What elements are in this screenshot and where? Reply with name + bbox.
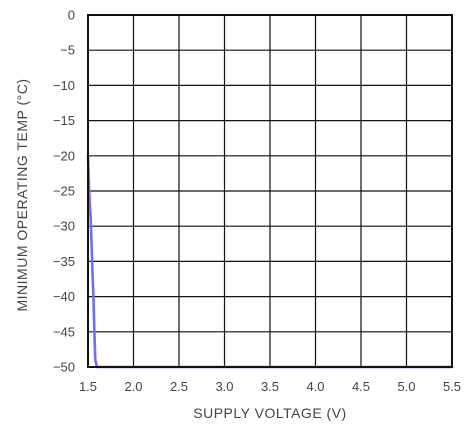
x-tick-label: 2.5 (170, 379, 188, 394)
x-axis-title: SUPPLY VOLTAGE (V) (193, 405, 346, 421)
x-tick-label: 4.0 (306, 379, 324, 394)
x-tick-label: 5.0 (397, 379, 415, 394)
y-tick-label: −40 (53, 289, 75, 304)
x-tick-label: 3.0 (215, 379, 233, 394)
x-tick-label: 1.5 (79, 379, 97, 394)
y-tick-label: −25 (53, 184, 75, 199)
y-tick-label: −10 (53, 78, 75, 93)
grid (88, 15, 452, 367)
y-tick-label: −5 (60, 43, 75, 58)
plot-border (87, 14, 453, 368)
y-tick-label: −15 (53, 113, 75, 128)
x-tick-label: 5.5 (443, 379, 461, 394)
x-tick-label: 2.0 (124, 379, 142, 394)
x-axis-ticks: 1.5 2.0 2.5 3.0 3.5 4.0 4.5 5.0 5.5 (79, 379, 461, 394)
y-tick-label: −35 (53, 254, 75, 269)
y-tick-label: 0 (68, 8, 75, 23)
x-tick-label: 3.5 (261, 379, 279, 394)
x-tick-label: 4.5 (352, 379, 370, 394)
y-tick-label: −50 (53, 360, 75, 375)
y-axis-title: MINIMUM OPERATING TEMP (°C) (14, 79, 30, 312)
y-tick-label: −20 (53, 148, 75, 163)
y-tick-label: −30 (53, 219, 75, 234)
y-tick-label: −45 (53, 324, 75, 339)
y-axis-ticks: 0 −5 −10 −15 −20 −25 −30 −35 −40 −45 −50 (53, 8, 75, 375)
plot-frame (87, 14, 453, 368)
